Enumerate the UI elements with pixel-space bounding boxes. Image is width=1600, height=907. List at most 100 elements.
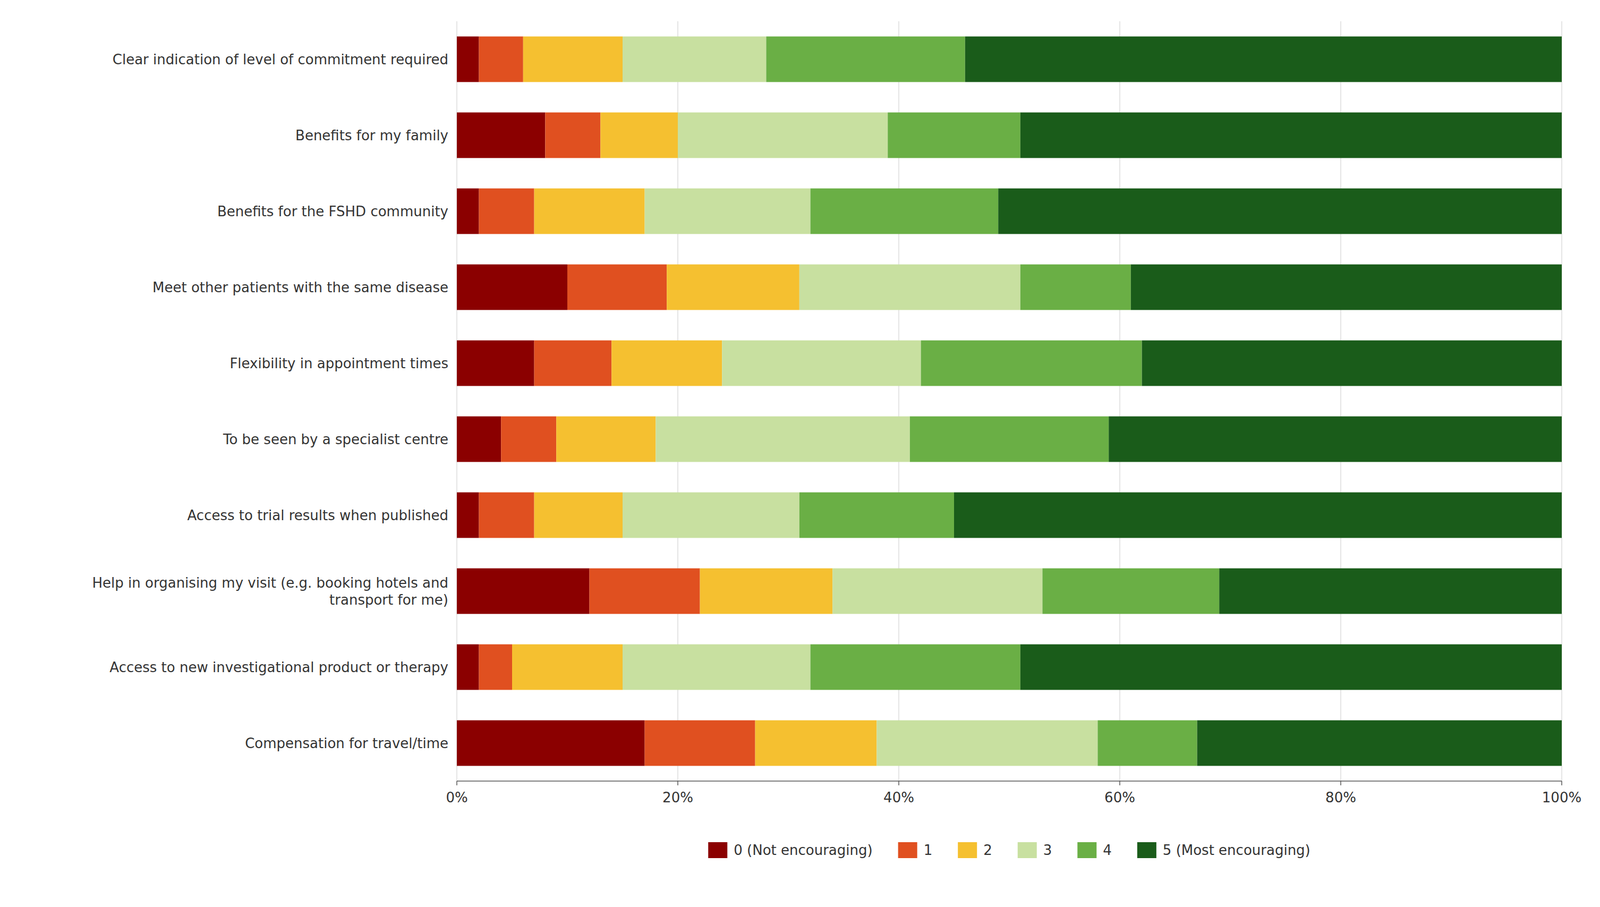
bar-segment	[832, 568, 1043, 615]
legend-swatch	[957, 841, 977, 858]
tick-mark	[898, 780, 900, 786]
bar-segment	[534, 188, 645, 235]
bar-segment	[799, 264, 1021, 311]
bar-segment	[876, 720, 1098, 767]
legend-label: 2	[983, 841, 993, 858]
bar-segment	[479, 644, 513, 691]
bar-segment	[644, 720, 756, 767]
bar-segment	[456, 188, 480, 235]
category-label: Access to trial results when published	[187, 507, 449, 524]
bar-segment	[1130, 264, 1562, 311]
legend-label: 3	[1043, 841, 1053, 858]
bar-segment	[534, 340, 612, 387]
bar-segment	[1020, 112, 1562, 159]
grid	[456, 21, 1562, 781]
bar-segment	[600, 112, 678, 159]
bar-segment	[456, 36, 480, 83]
bar-segment	[721, 340, 921, 387]
category-label: Meet other patients with the same diseas…	[152, 279, 449, 296]
bar-segment	[456, 340, 535, 387]
tick-label: 20%	[662, 789, 694, 806]
legend-item: 1	[898, 841, 933, 858]
bar-segment	[456, 720, 645, 767]
legend-item: 4	[1077, 841, 1112, 858]
bar-segment	[1097, 720, 1197, 767]
bar-segment	[589, 568, 701, 615]
axis-line	[456, 780, 1562, 782]
tick-mark	[456, 780, 458, 786]
category-label: Benefits for the FSHD community	[217, 203, 449, 220]
bar-segment	[456, 492, 480, 539]
category-label: Help in organising my visit (e.g. bookin…	[92, 574, 449, 608]
legend-item: 5 (Most encouraging)	[1137, 841, 1311, 858]
bar-segment	[556, 416, 656, 463]
bar-segment	[677, 112, 888, 159]
bar-segment	[799, 492, 955, 539]
bar-segment	[456, 416, 501, 463]
bar-segment	[1219, 568, 1562, 615]
tick-mark	[1561, 780, 1563, 786]
category-label: Flexibility in appointment times	[229, 355, 449, 372]
bar-segment	[456, 644, 480, 691]
bar-segment	[700, 568, 833, 615]
category-label: Clear indication of level of commitment …	[112, 51, 449, 68]
bar-segment	[523, 36, 623, 83]
bar-segment	[479, 492, 535, 539]
bar-segment	[1020, 264, 1131, 311]
bar-segment	[567, 264, 667, 311]
bar-segment	[456, 264, 568, 311]
legend-swatch	[1077, 841, 1097, 858]
bar-segment	[534, 492, 623, 539]
bar-segment	[909, 416, 1109, 463]
background	[0, 0, 1600, 907]
bar-segment	[622, 492, 800, 539]
bar-segment	[755, 720, 878, 767]
bar-segment	[622, 644, 811, 691]
bar-segment	[954, 492, 1562, 539]
legend-item: 0 (Not encouraging)	[708, 841, 873, 858]
tick-label: 80%	[1325, 789, 1357, 806]
bars	[456, 36, 1562, 767]
bar-segment	[1108, 416, 1562, 463]
bar-segment	[921, 340, 1143, 387]
legend-swatch	[1017, 841, 1037, 858]
bar-segment	[965, 36, 1562, 83]
bar-segment	[456, 568, 590, 615]
legend-item: 2	[957, 841, 993, 858]
bar-segment	[810, 644, 1021, 691]
tick-label: 100%	[1542, 789, 1582, 806]
legend: 0 (Not encouraging) 1 2 3 4 5 (Most encouragi…	[708, 841, 1311, 858]
y-axis: Clear indication of level of commitment …	[92, 51, 449, 752]
legend-label: 0 (Not encouraging)	[733, 841, 873, 858]
tick-mark	[1340, 780, 1342, 786]
legend-label: 4	[1102, 841, 1112, 858]
bar-segment	[1020, 644, 1562, 691]
legend-swatch	[1137, 841, 1157, 858]
bar-segment	[479, 36, 524, 83]
category-label: Compensation for travel/time	[244, 735, 449, 752]
x-axis: 0%20%40%60%80%100%	[445, 780, 1582, 806]
bar-segment	[1142, 340, 1562, 387]
bar-segment	[545, 112, 601, 159]
tick-mark	[677, 780, 679, 786]
bar-segment	[655, 416, 910, 463]
category-label: To be seen by a specialist centre	[222, 431, 449, 448]
bar-segment	[666, 264, 800, 311]
bar-segment	[766, 36, 965, 83]
bar-segment	[998, 188, 1562, 235]
tick-label: 0%	[445, 789, 468, 806]
tick-label: 60%	[1104, 789, 1136, 806]
legend-swatch	[708, 841, 728, 858]
bar-segment	[887, 112, 1021, 159]
bar-segment	[622, 36, 767, 83]
bar-segment	[1042, 568, 1220, 615]
bar-segment	[611, 340, 722, 387]
tick-mark	[1119, 780, 1121, 786]
bar-segment	[500, 416, 557, 463]
bar-segment	[512, 644, 623, 691]
category-label: Access to new investigational product or…	[109, 659, 449, 676]
legend-label: 5 (Most encouraging)	[1162, 841, 1311, 858]
legend-item: 3	[1017, 841, 1053, 858]
bar-segment	[479, 188, 535, 235]
bar-segment	[1197, 720, 1562, 767]
